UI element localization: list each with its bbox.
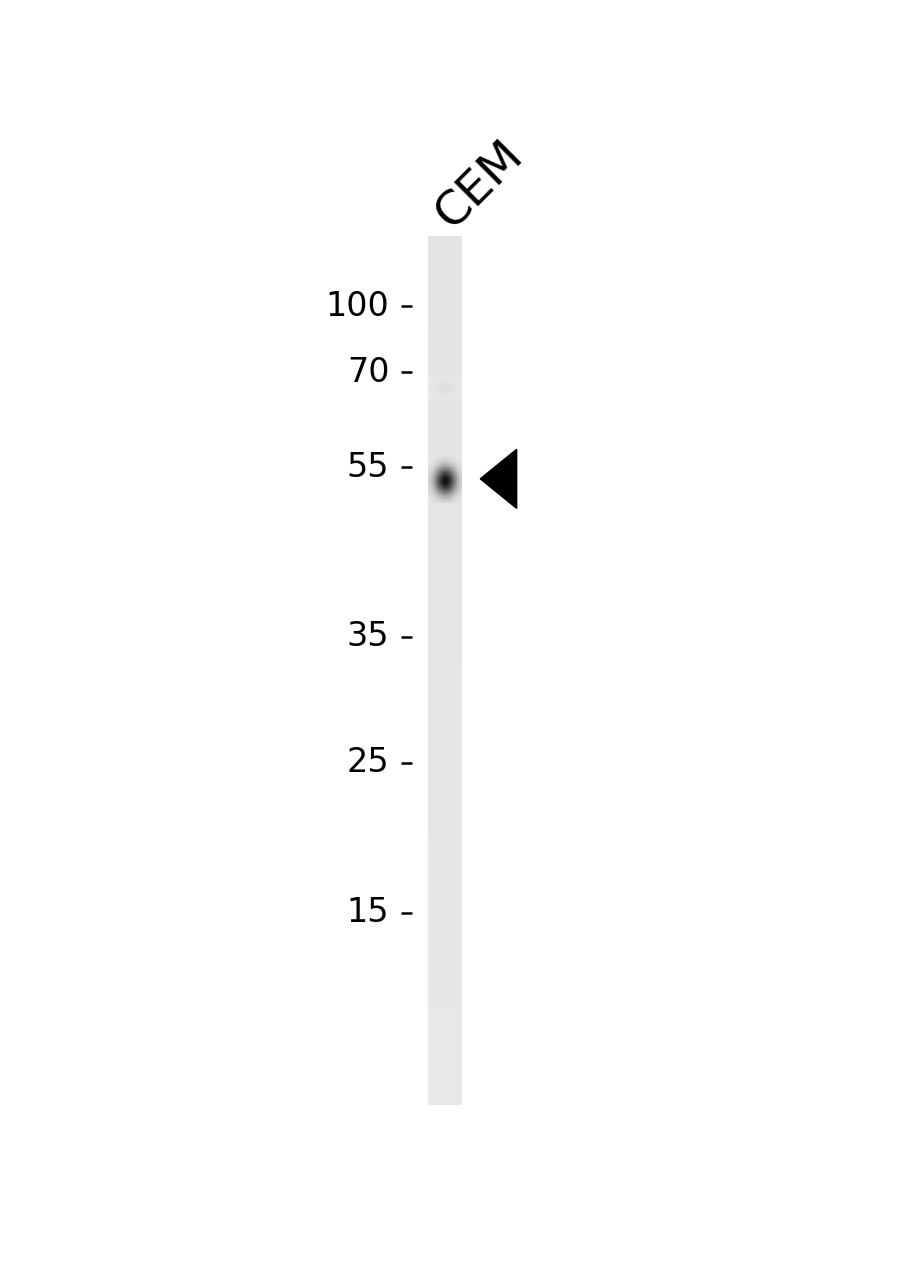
Bar (428, 443, 462, 454)
Bar (428, 713, 462, 726)
Bar (428, 724, 462, 736)
Bar (428, 247, 462, 259)
Bar (428, 465, 462, 476)
Bar (428, 941, 462, 952)
Bar (428, 1006, 462, 1018)
Bar (428, 237, 462, 1105)
Bar (428, 334, 462, 346)
Bar (428, 659, 462, 671)
Bar (428, 259, 462, 270)
Bar (428, 627, 462, 639)
Bar (428, 1038, 462, 1051)
Bar (428, 594, 462, 605)
Bar (428, 865, 462, 877)
Text: 100: 100 (326, 289, 389, 323)
Bar (428, 453, 462, 465)
Bar (428, 778, 462, 790)
Bar (428, 931, 462, 942)
Bar (428, 388, 462, 399)
Bar (428, 550, 462, 563)
Bar (428, 605, 462, 617)
Bar (428, 518, 462, 530)
Bar (428, 399, 462, 411)
Bar (428, 996, 462, 1007)
Bar (428, 984, 462, 996)
Bar (428, 897, 462, 910)
Bar (428, 1082, 462, 1094)
Bar (428, 431, 462, 443)
Bar (428, 919, 462, 932)
Bar (428, 649, 462, 660)
Bar (428, 637, 462, 649)
Bar (428, 1050, 462, 1061)
Bar (428, 768, 462, 780)
Bar (428, 1071, 462, 1083)
Bar (428, 790, 462, 801)
Bar (428, 312, 462, 324)
Bar (428, 237, 462, 248)
Bar (428, 562, 462, 573)
Bar (428, 421, 462, 433)
Bar (428, 876, 462, 888)
Text: 55: 55 (346, 451, 389, 484)
Bar (428, 507, 462, 520)
Bar (428, 952, 462, 964)
Bar (428, 854, 462, 867)
Bar (428, 735, 462, 748)
Bar (428, 323, 462, 335)
Bar (428, 812, 462, 823)
Bar (428, 963, 462, 974)
Bar (428, 291, 462, 302)
Bar (428, 1060, 462, 1073)
Bar (428, 572, 462, 584)
Bar (428, 410, 462, 421)
Bar (428, 497, 462, 508)
Bar (428, 909, 462, 920)
Bar (428, 344, 462, 357)
Bar (428, 301, 462, 314)
Bar (428, 378, 462, 389)
Text: 25: 25 (346, 746, 389, 780)
Text: 15: 15 (346, 896, 389, 929)
Bar (428, 616, 462, 627)
Bar (428, 756, 462, 768)
Bar (428, 833, 462, 845)
Bar (428, 887, 462, 899)
Bar (428, 669, 462, 682)
Bar (428, 974, 462, 986)
Bar (428, 1018, 462, 1029)
Text: CEM: CEM (427, 132, 532, 237)
Text: 35: 35 (346, 620, 389, 653)
Bar (428, 1093, 462, 1105)
Bar (428, 529, 462, 541)
Bar (428, 800, 462, 812)
Polygon shape (480, 449, 516, 508)
Bar (428, 681, 462, 692)
Bar (428, 356, 462, 367)
Bar (428, 269, 462, 280)
Bar (428, 703, 462, 714)
Bar (428, 844, 462, 855)
Bar (428, 366, 462, 379)
Bar (428, 280, 462, 292)
Bar (428, 485, 462, 498)
Bar (428, 1028, 462, 1039)
Bar (428, 691, 462, 704)
Bar (428, 475, 462, 486)
Bar (428, 540, 462, 552)
Bar (428, 822, 462, 833)
Bar (428, 584, 462, 595)
Bar (428, 746, 462, 758)
Text: 70: 70 (346, 356, 389, 389)
